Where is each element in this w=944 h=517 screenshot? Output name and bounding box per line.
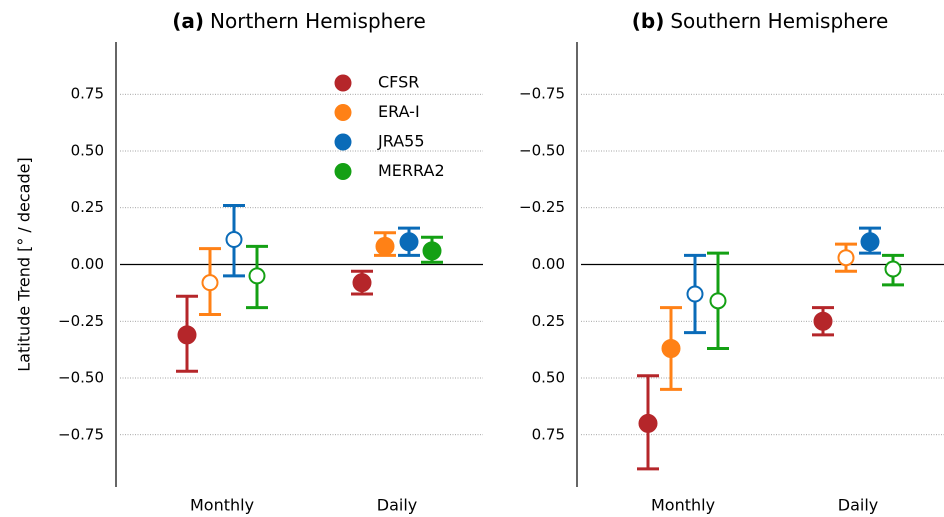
point <box>837 249 855 267</box>
legend-label: CFSR <box>378 73 419 92</box>
title-text: Northern Hemisphere <box>210 9 426 33</box>
y-tick-label: −0.75 <box>58 425 104 443</box>
x-tick-label: Daily <box>838 496 878 515</box>
point <box>884 260 902 278</box>
point <box>860 232 880 252</box>
point <box>661 339 681 359</box>
chart-title: (b) Southern Hemisphere <box>632 9 889 33</box>
y-tick-label: −0.25 <box>519 198 565 216</box>
y-tick-label: 0.50 <box>532 369 565 387</box>
y-tick-label: 0.25 <box>71 198 104 216</box>
legend-marker <box>334 104 352 121</box>
panel-label: (a) <box>172 9 204 33</box>
y-tick-label: 0.25 <box>532 312 565 330</box>
point <box>638 413 658 433</box>
y-tick-label: 0.00 <box>532 255 565 273</box>
legend-label: ERA-I <box>378 102 420 121</box>
y-tick-label: −0.75 <box>519 85 565 103</box>
y-tick-label: 0.00 <box>71 255 104 273</box>
y-axis-label: Latitude Trend [° / decade] <box>15 157 34 371</box>
point <box>686 285 704 303</box>
point <box>225 231 243 249</box>
point <box>201 274 219 292</box>
legend-marker <box>334 74 352 92</box>
point <box>422 241 442 261</box>
point <box>813 311 833 331</box>
point <box>248 267 266 285</box>
y-tick-label: −0.25 <box>58 312 104 330</box>
y-tick-label: −0.50 <box>58 369 104 387</box>
x-tick-label: Monthly <box>651 496 715 515</box>
y-tick-label: 0.75 <box>71 85 104 103</box>
y-tick-label: −0.50 <box>519 141 565 159</box>
point <box>177 325 197 345</box>
x-tick-label: Monthly <box>190 496 254 515</box>
legend-label: MERRA2 <box>378 161 445 180</box>
legend-marker <box>334 163 352 180</box>
chart-title: (a) Northern Hemisphere <box>172 9 426 33</box>
legend-label: JRA55 <box>377 132 425 151</box>
y-tick-label: 0.75 <box>532 425 565 443</box>
y-tick-label: 0.50 <box>71 141 104 159</box>
panel-label: (b) <box>632 9 665 33</box>
x-tick-label: Daily <box>377 496 417 515</box>
legend-marker <box>334 133 352 151</box>
point <box>399 232 419 252</box>
point <box>709 292 727 310</box>
point <box>375 236 395 256</box>
title-text: Southern Hemisphere <box>670 9 888 33</box>
point <box>352 273 372 293</box>
